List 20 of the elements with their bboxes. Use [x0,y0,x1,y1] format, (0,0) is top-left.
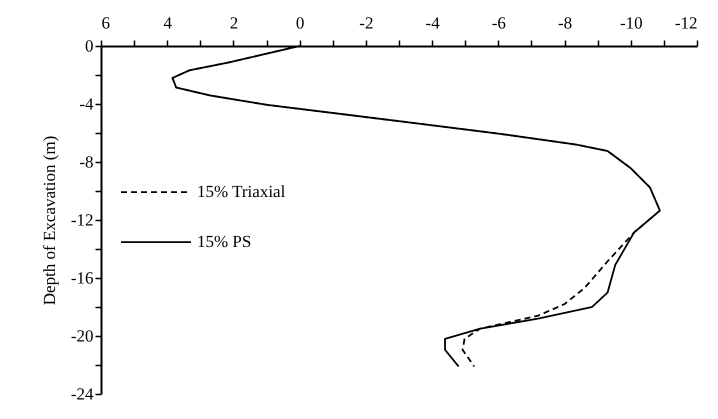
y-tick-label: 0 [85,36,94,56]
x-tick-label: 2 [230,14,238,32]
x-tick-label: 0 [296,14,304,32]
x-tick-label: -10 [620,14,643,32]
y-tick-label: -8 [79,152,94,172]
x-tick-label: -4 [426,14,440,32]
y-axis-title: Depth of Excavation (m) [40,136,59,306]
legend-label: 15% Triaxial [197,182,286,202]
legend-label: 15% PS [197,232,252,252]
y-tick-label: -4 [79,94,94,114]
y-tick-label: -20 [70,326,94,346]
y-tick-label: -16 [70,268,94,288]
y-tick-label: -24 [70,384,94,404]
y-tick-label: -12 [70,210,94,230]
x-tick-label: -8 [558,14,572,32]
x-tick-label: -12 [674,14,698,32]
x-tick-label: 6 [102,14,110,32]
x-tick-label: 4 [163,14,172,32]
x-tick-label: -6 [492,14,506,32]
x-tick-label: -2 [359,14,374,32]
